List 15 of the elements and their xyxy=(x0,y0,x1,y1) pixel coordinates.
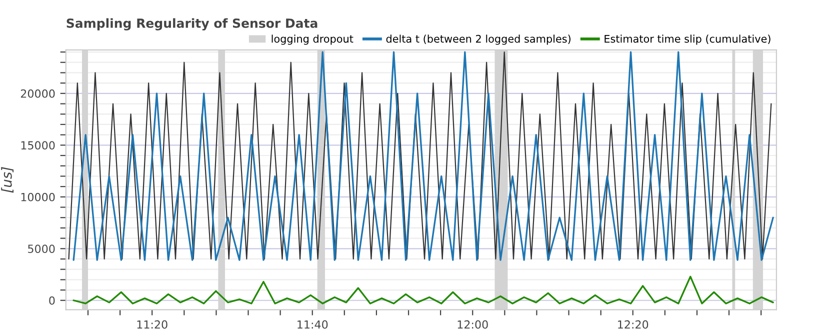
x-tick-label: 12:20 xyxy=(618,320,648,329)
x-tick-label: 12:00 xyxy=(458,320,488,329)
legend-label: logging dropout xyxy=(272,34,354,45)
legend-label: delta t (between 2 logged samples) xyxy=(386,34,570,45)
x-tick-label: 11:40 xyxy=(298,320,328,329)
x-tick-label: 11:20 xyxy=(137,320,168,329)
y-tick-label: 5000 xyxy=(28,244,55,254)
chart-title: Sampling Regularity of Sensor Data xyxy=(66,18,318,30)
y-tick-label: 20000 xyxy=(20,89,55,98)
y-tick-label: 0 xyxy=(49,296,55,305)
y-tick-label: 10000 xyxy=(21,192,55,202)
legend-label: Estimator time slip (cumulative) xyxy=(604,34,770,45)
line-series xyxy=(72,276,774,304)
y-tick-label: 15000 xyxy=(21,141,55,150)
y-axis-title: [us] xyxy=(1,167,14,193)
